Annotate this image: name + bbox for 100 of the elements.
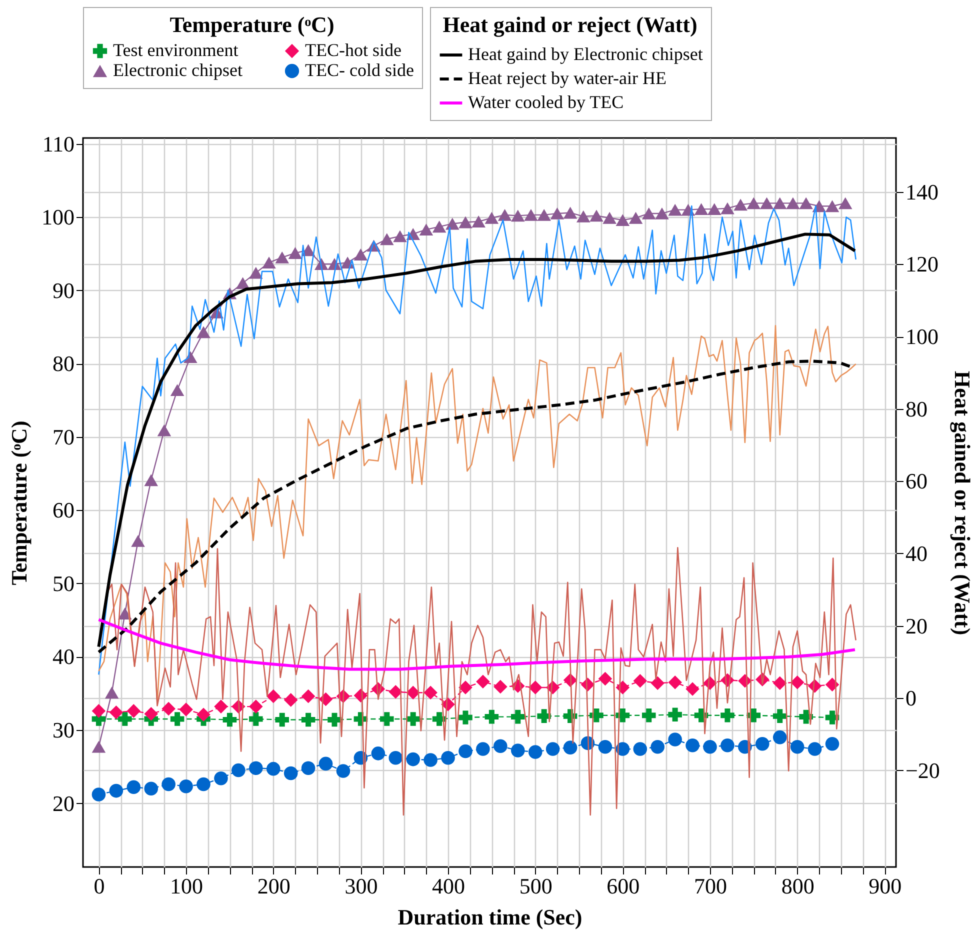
y2-tick-label: 80	[906, 396, 928, 422]
point	[157, 424, 172, 436]
y-tick-label: 70	[52, 424, 74, 450]
point	[655, 207, 669, 220]
point	[266, 689, 280, 704]
y2-tick-label: 0	[906, 686, 916, 711]
point	[92, 704, 106, 718]
y-tick-label: 80	[52, 351, 74, 376]
point	[825, 678, 840, 692]
point	[144, 474, 158, 486]
point	[109, 784, 124, 798]
y2-tick-label: 100	[906, 324, 938, 350]
point	[144, 706, 158, 721]
point	[301, 712, 316, 727]
x-tick-label: 100	[170, 874, 204, 898]
point	[424, 686, 438, 700]
legend-label: Water cooled by TEC	[468, 92, 624, 112]
point	[458, 744, 472, 758]
point	[170, 712, 184, 726]
point	[694, 203, 708, 216]
y-tick-label: 30	[52, 717, 74, 742]
point	[528, 745, 542, 759]
point	[476, 674, 490, 689]
point	[380, 233, 394, 246]
point	[510, 744, 525, 758]
point	[406, 686, 420, 700]
point	[537, 208, 551, 221]
point	[576, 210, 590, 222]
point	[590, 210, 604, 222]
point	[686, 682, 700, 696]
point	[790, 675, 804, 690]
point	[546, 742, 560, 756]
point	[616, 214, 630, 226]
point	[92, 740, 106, 753]
legend-label: Heat gaind by Electronic chipset	[468, 44, 703, 64]
legend-label: TEC- cold side	[305, 60, 414, 80]
legend-label: TEC-hot side	[305, 40, 402, 60]
point	[734, 198, 748, 211]
point	[441, 750, 455, 765]
point	[686, 738, 700, 752]
y-axis-title: Temperature (ᵒC)	[6, 420, 32, 586]
point	[301, 689, 316, 704]
point	[476, 742, 490, 756]
point	[707, 203, 722, 216]
y2-axis-title: Heat gained or reject (Watt)	[950, 370, 975, 636]
x-tick-label: 300	[344, 874, 378, 898]
point	[126, 704, 141, 718]
point	[162, 702, 176, 716]
point	[458, 216, 472, 228]
point	[668, 732, 682, 746]
point	[92, 788, 106, 802]
point	[668, 708, 682, 722]
point	[838, 197, 852, 210]
point	[458, 680, 472, 694]
point	[633, 674, 648, 688]
point	[214, 771, 228, 786]
point	[236, 277, 250, 290]
point	[650, 676, 664, 690]
point	[432, 220, 446, 233]
point	[528, 680, 542, 694]
y2-tick-label: 120	[906, 252, 938, 277]
point	[790, 740, 804, 754]
point	[424, 753, 438, 767]
point	[746, 197, 761, 210]
point	[642, 708, 656, 722]
point	[284, 693, 298, 707]
point	[262, 256, 276, 269]
point	[633, 742, 648, 756]
y2-tick-label: 60	[906, 468, 928, 494]
point	[772, 709, 787, 723]
point	[222, 712, 237, 727]
point	[642, 207, 656, 220]
point	[668, 204, 682, 216]
y-tick-label: 50	[52, 570, 74, 596]
point	[249, 700, 263, 714]
point	[118, 712, 132, 726]
point	[144, 782, 158, 796]
point	[498, 208, 512, 221]
point	[472, 216, 486, 228]
x-tick-label: 900	[868, 874, 902, 898]
point	[371, 746, 386, 760]
point	[104, 686, 119, 699]
point	[494, 680, 508, 694]
point	[484, 710, 499, 724]
point	[328, 712, 342, 727]
point	[598, 672, 612, 686]
x-tick-label: 200	[257, 874, 290, 898]
y-tick-label: 90	[52, 278, 74, 303]
point	[756, 737, 770, 751]
point	[602, 212, 616, 224]
point	[825, 200, 840, 212]
point	[772, 197, 787, 210]
legend-label: Electronic chipset	[113, 60, 242, 80]
x-tick-label: 500	[519, 874, 552, 898]
legend-title: Temperature (ᵒC)	[170, 12, 334, 37]
point	[419, 224, 434, 236]
point	[301, 761, 316, 775]
point	[720, 708, 734, 722]
point	[406, 752, 420, 766]
point	[484, 212, 499, 224]
